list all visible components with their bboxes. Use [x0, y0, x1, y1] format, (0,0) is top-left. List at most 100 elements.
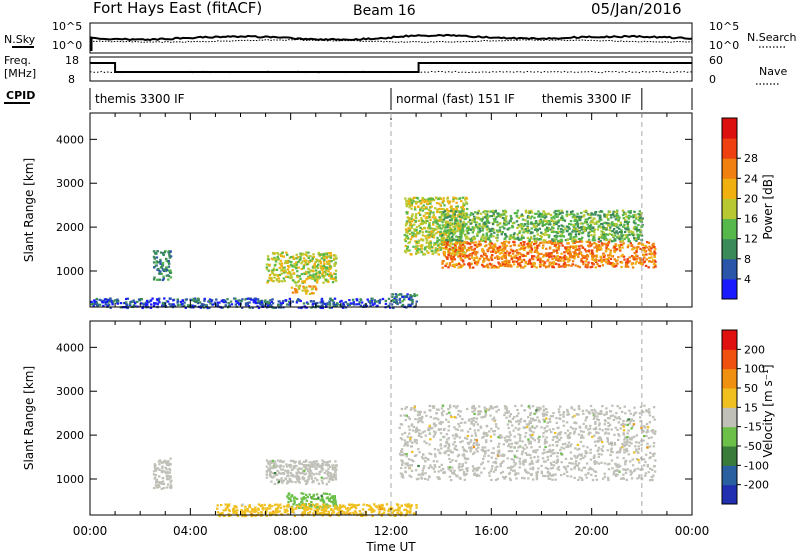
- velocity-echo: [437, 418, 440, 421]
- power-echo: [475, 221, 478, 224]
- power-echo: [497, 249, 500, 252]
- velocity-echo: [405, 463, 408, 466]
- power-echo: [563, 256, 566, 259]
- power-echo: [464, 237, 468, 240]
- velocity-echo: [412, 425, 415, 428]
- power-echo: [602, 259, 606, 262]
- power-echo: [512, 263, 516, 266]
- power-echo: [428, 233, 431, 236]
- power-echo: [456, 221, 459, 224]
- power-echo: [168, 303, 171, 306]
- power-echo: [152, 261, 156, 264]
- power-echo: [450, 218, 453, 221]
- velocity-echo: [279, 459, 283, 462]
- velocity-echo: [502, 454, 505, 458]
- power-echo: [441, 234, 444, 237]
- power-echo: [461, 226, 464, 229]
- velocity-echo: [447, 429, 450, 432]
- power-echo: [616, 226, 619, 229]
- power-echo: [589, 244, 593, 247]
- power-echo: [328, 261, 331, 264]
- power-echo: [538, 222, 542, 225]
- power-echo: [625, 215, 628, 218]
- power-echo: [613, 215, 616, 218]
- power-echo: [502, 247, 505, 250]
- velocity-echo: [548, 444, 551, 447]
- power-echo: [176, 303, 180, 307]
- power-echo: [179, 300, 183, 303]
- velocity-echo: [559, 431, 563, 434]
- velocity-echo: [423, 465, 426, 468]
- velocity-echo: [294, 460, 297, 463]
- velocity-echo: [405, 453, 408, 456]
- velocity-echo: [613, 441, 616, 445]
- power-echo: [570, 256, 573, 259]
- velocity-echo: [646, 463, 650, 467]
- power-echo: [490, 258, 494, 261]
- power-echo: [159, 270, 162, 273]
- power-echo: [463, 217, 466, 221]
- power-echo: [620, 235, 623, 238]
- power-echo: [424, 246, 427, 249]
- velocity-echo: [478, 405, 481, 408]
- power-echo: [635, 246, 638, 249]
- power-echo: [622, 217, 625, 220]
- power-echo: [328, 303, 332, 306]
- velocity-echo: [475, 443, 478, 446]
- power-echo: [514, 237, 517, 240]
- power-echo: [595, 243, 598, 246]
- power-echo: [444, 264, 447, 268]
- velocity-echo: [304, 497, 307, 500]
- velocity-echo: [633, 435, 636, 438]
- velocity-echo: [651, 479, 654, 482]
- power-echo: [305, 251, 308, 254]
- velocity-echo: [483, 446, 487, 449]
- power-echo: [563, 258, 566, 261]
- power-echo: [571, 230, 574, 233]
- power-echo: [173, 305, 177, 308]
- velocity-echo: [428, 432, 431, 435]
- power-echo: [609, 214, 613, 217]
- velocity-echo: [295, 475, 298, 479]
- power-echo: [513, 260, 516, 263]
- velocity-echo: [542, 435, 545, 438]
- power-echo: [590, 262, 594, 265]
- power-echo: [533, 225, 536, 228]
- power-echo: [552, 227, 555, 230]
- power-echo: [322, 267, 326, 270]
- power-echo: [509, 245, 512, 248]
- power-echo: [448, 210, 451, 213]
- power-echo: [564, 247, 568, 250]
- velocity-echo: [508, 431, 511, 434]
- power-echo: [467, 232, 470, 235]
- power-echo: [505, 259, 509, 262]
- power-echo: [430, 205, 433, 208]
- velocity-echo: [505, 407, 508, 410]
- power-echo: [555, 256, 558, 259]
- power-echo: [451, 263, 454, 267]
- power-echo: [504, 234, 507, 237]
- power-echo: [475, 256, 479, 259]
- power-echo: [605, 258, 608, 261]
- velocity-echo: [413, 406, 416, 409]
- nave-tick-low: 0: [709, 73, 716, 86]
- power-echo: [441, 260, 444, 263]
- velocity-echo: [446, 449, 450, 452]
- power-echo: [572, 224, 575, 227]
- power-echo: [639, 212, 643, 215]
- power-echo: [472, 249, 476, 252]
- power-echo: [155, 261, 158, 264]
- velocity-echo: [274, 463, 277, 466]
- power-echo: [300, 253, 303, 257]
- velocity-echo: [152, 473, 156, 476]
- power-echo: [497, 261, 500, 264]
- power-echo: [509, 214, 513, 218]
- power-echo: [621, 240, 625, 243]
- power-echo: [585, 220, 588, 224]
- power-echo: [321, 274, 324, 278]
- power-echo: [416, 200, 420, 203]
- velocity-echo: [160, 487, 163, 490]
- power-echo: [401, 295, 404, 299]
- power-echo: [526, 227, 529, 230]
- power-echo: [169, 305, 172, 308]
